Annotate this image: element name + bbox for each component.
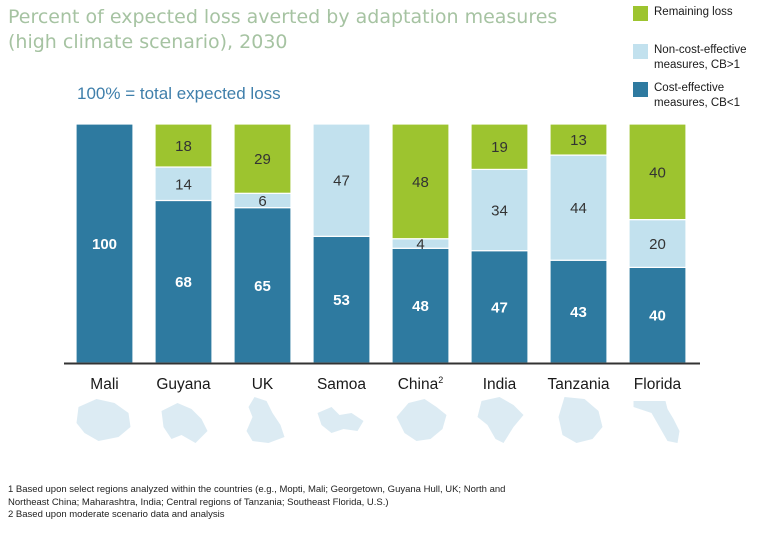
bar-samoa-non-cost-effective [312, 123, 371, 237]
legend-item-non-cost-effective: Non-cost-effective measures, CB>1 [633, 42, 770, 72]
guyana-map-icon [161, 403, 208, 443]
bar-guyana-cost-effective-measures [154, 199, 213, 364]
legend-label-remaining-loss: Remaining loss [654, 6, 733, 18]
bar-value-uk-cost-effective-measures: 65 [254, 278, 271, 295]
bar-value-china-remaining-loss: 48 [412, 174, 429, 191]
india-map-icon [477, 397, 524, 443]
bar-value-samoa-non-cost-effective: 47 [333, 173, 350, 190]
category-label-samoa: Samoa [317, 376, 366, 393]
bar-value-guyana-cost-effective-measures: 68 [175, 274, 192, 291]
bar-value-india-cost-effective-measures: 47 [491, 299, 508, 316]
legend-label-non-cost-effective: Non-cost-effective measures, CB>1 [654, 44, 747, 71]
category-label-india: India [483, 376, 517, 393]
legend-swatch-non-cost-effective [633, 44, 648, 59]
legend-swatch-remaining-loss [633, 6, 648, 21]
bar-florida-cost-effective-measures [628, 266, 687, 364]
bar-india-remaining-loss [470, 123, 529, 171]
legend-item-remaining-loss: Remaining loss [633, 4, 770, 34]
samoa-map-icon [317, 407, 364, 433]
category-label-florida: Florida [634, 376, 682, 393]
bar-value-guyana-non-cost-effective: 14 [175, 176, 192, 193]
bar-china-remaining-loss [391, 123, 450, 240]
legend: Remaining loss Non-cost-effective measur… [633, 4, 770, 118]
bar-tanzania-cost-effective-measures [549, 259, 608, 364]
bar-value-mali-cost-effective-measures: 100 [92, 236, 117, 253]
bar-india-cost-effective-measures [470, 250, 529, 364]
tanzania-map-icon [558, 397, 603, 443]
bar-value-florida-remaining-loss: 40 [649, 164, 666, 181]
category-label-china: China2 [398, 375, 444, 393]
bar-value-tanzania-cost-effective-measures: 43 [570, 304, 587, 321]
bar-value-tanzania-remaining-loss: 13 [570, 132, 587, 149]
bar-value-florida-cost-effective-measures: 40 [649, 308, 666, 325]
bar-value-uk-non-cost-effective: 6 [258, 193, 266, 210]
category-label-guyana: Guyana [156, 376, 211, 393]
bar-value-india-remaining-loss: 19 [491, 139, 508, 156]
footnotes: 1 Based upon select regions analyzed wit… [8, 484, 505, 522]
bar-value-china-non-cost-effective: 4 [416, 236, 424, 253]
bar-florida-remaining-loss [628, 123, 687, 221]
bar-india-non-cost-effective [470, 168, 529, 252]
bar-guyana-remaining-loss [154, 123, 213, 168]
bar-guyana-non-cost-effective [154, 166, 213, 202]
category-label-mali: Mali [90, 376, 118, 393]
chart-title: Percent of expected loss averted by adap… [8, 6, 558, 53]
legend-label-cost-effective: Cost-effective measures, CB<1 [654, 82, 740, 109]
china-map-icon [396, 399, 447, 441]
bar-florida-non-cost-effective [628, 219, 687, 269]
mali-map-icon [76, 399, 131, 441]
footnote-2: 2 Based upon moderate scenario data and … [8, 509, 225, 520]
category-label-tanzania: Tanzania [547, 376, 609, 393]
bar-value-uk-remaining-loss: 29 [254, 151, 271, 168]
bar-value-china-cost-effective-measures: 48 [412, 298, 429, 315]
stacked-bar-chart: 100 Mali 68 14 18 Guyana 65 6 29 UK 53 47 Samoa 48 4 48… [64, 123, 700, 443]
category-label-uk: UK [252, 376, 274, 393]
legend-item-cost-effective: Cost-effective measures, CB<1 [633, 80, 770, 110]
bar-tanzania-remaining-loss [549, 123, 608, 156]
chart-subtitle: 100% = total expected loss [77, 84, 281, 103]
bar-value-samoa-cost-effective-measures: 53 [333, 292, 350, 309]
bar-mali-cost-effective-measures [75, 123, 134, 364]
bar-value-guyana-remaining-loss: 18 [175, 138, 192, 155]
bar-tanzania-non-cost-effective [549, 154, 608, 261]
uk-map-icon [246, 397, 285, 443]
bar-value-florida-non-cost-effective: 20 [649, 236, 666, 253]
legend-swatch-cost-effective [633, 82, 648, 97]
bar-uk-remaining-loss [233, 123, 292, 194]
bar-value-india-non-cost-effective: 34 [491, 203, 508, 220]
footnote-1: 1 Based upon select regions analyzed wit… [8, 484, 506, 508]
florida-map-icon [633, 401, 680, 443]
bar-value-tanzania-non-cost-effective: 44 [570, 200, 587, 217]
